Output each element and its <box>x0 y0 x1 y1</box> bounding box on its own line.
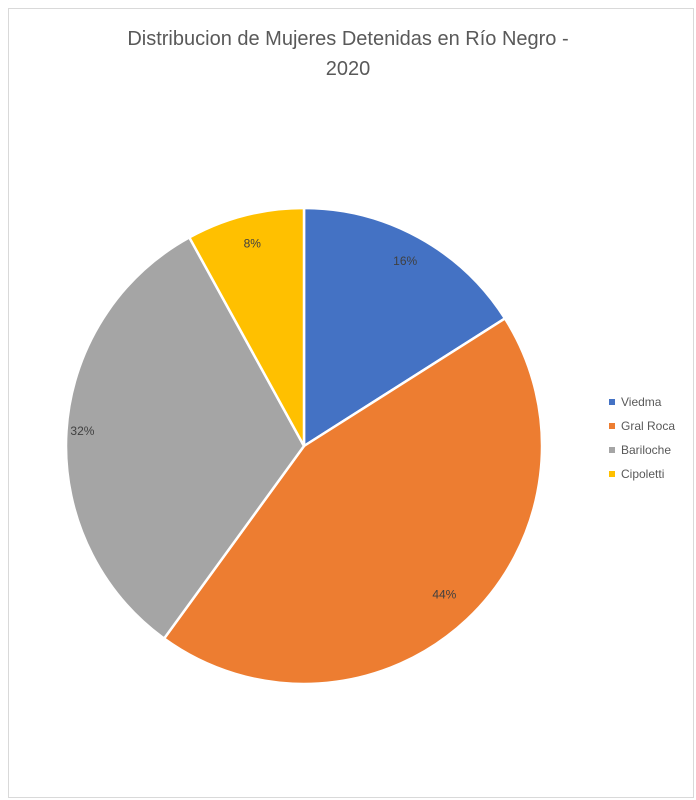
legend-item-gral-roca: Gral Roca <box>609 414 675 438</box>
data-label-viedma: 16% <box>393 254 417 268</box>
pie-slice-viedma <box>302 206 507 448</box>
pie-data-labels: 16% 44% 32% 8% <box>70 237 456 602</box>
data-label-bariloche: 32% <box>70 424 94 438</box>
legend-label-bariloche: Bariloche <box>621 443 672 457</box>
pie-slice-bariloche <box>64 236 306 640</box>
legend-swatch-cipoletti <box>609 471 615 477</box>
legend-label-viedma: Viedma <box>621 395 662 409</box>
legend-item-bariloche: Bariloche <box>609 438 675 462</box>
legend: Viedma Gral Roca Bariloche Cipoletti <box>609 390 675 486</box>
pie-slice-cipoletti <box>188 206 306 448</box>
legend-swatch-bariloche <box>609 447 615 453</box>
legend-swatch-viedma <box>609 399 615 405</box>
data-label-cipoletti: 8% <box>244 237 262 251</box>
legend-item-viedma: Viedma <box>609 390 675 414</box>
pie-slice-gral-roca <box>162 317 544 686</box>
chart-title-line-2: 2020 <box>325 58 371 80</box>
legend-item-cipoletti: Cipoletti <box>609 462 675 486</box>
legend-label-cipoletti: Cipoletti <box>621 467 665 481</box>
pie-slices <box>64 206 544 686</box>
chart-title-line-1: Distribucion de Mujeres Detenidas en Río… <box>127 28 569 50</box>
chart-title: Distribucion de Mujeres Detenidas en Río… <box>0 24 696 84</box>
legend-swatch-gral-roca <box>609 423 615 429</box>
data-label-gral-roca: 44% <box>432 588 456 602</box>
legend-label-gral-roca: Gral Roca <box>621 419 676 433</box>
